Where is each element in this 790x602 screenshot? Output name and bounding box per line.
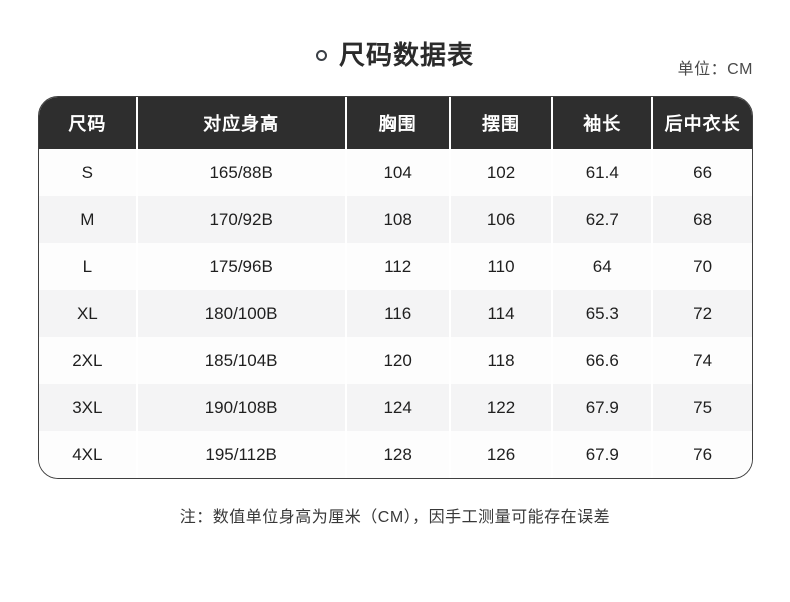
value-cell: 128	[344, 431, 450, 478]
value-cell: 65.3	[551, 290, 653, 337]
value-cell: 74	[651, 337, 752, 384]
header-cell-0: 尺码	[39, 97, 137, 149]
size-cell: L	[39, 243, 137, 290]
size-cell: S	[39, 149, 137, 196]
title-bar: 尺码数据表 单位：CM	[0, 0, 790, 96]
size-table: 尺码 对应身高 胸围 摆围 袖长 后中衣长 S 165/88B 104 102 61.4 66 M 17…	[39, 97, 752, 478]
footnote: 注：数值单位身高为厘米（CM），因手工测量可能存在误差	[179, 509, 611, 526]
value-cell: 62.7	[551, 196, 653, 243]
table-row: M 170/92B 108 106 62.7 68	[39, 196, 752, 243]
value-cell: 118	[448, 337, 553, 384]
value-cell: 120	[344, 337, 450, 384]
size-cell: XL	[39, 290, 137, 337]
table-row: 3XL 190/108B 124 122 67.9 75	[39, 384, 752, 431]
value-cell: 64	[551, 243, 653, 290]
value-cell: 104	[344, 149, 450, 196]
table-head: 尺码 对应身高 胸围 摆围 袖长 后中衣长	[39, 97, 752, 149]
value-cell: 68	[651, 196, 752, 243]
header-cell-4: 袖长	[551, 97, 653, 149]
circle-bullet-icon	[315, 49, 327, 61]
value-cell: 75	[651, 384, 752, 431]
size-cell: 3XL	[39, 384, 137, 431]
size-cell: M	[39, 196, 137, 243]
header-cell-1: 对应身高	[135, 97, 346, 149]
value-cell: 126	[448, 431, 553, 478]
value-cell: 67.9	[551, 431, 653, 478]
value-cell: 185/104B	[135, 337, 346, 384]
value-cell: 170/92B	[135, 196, 346, 243]
unit-label: 单位：CM	[677, 61, 753, 78]
value-cell: 195/112B	[135, 431, 346, 478]
table-body: S 165/88B 104 102 61.4 66 M 170/92B 108 106 62.7 68…	[39, 149, 752, 478]
value-cell: 76	[651, 431, 752, 478]
table-row: 4XL 195/112B 128 126 67.9 76	[39, 431, 752, 478]
header-cell-3: 摆围	[448, 97, 553, 149]
value-cell: 61.4	[551, 149, 653, 196]
value-cell: 66	[651, 149, 752, 196]
value-cell: 70	[651, 243, 752, 290]
value-cell: 112	[344, 243, 450, 290]
page-title: 尺码数据表	[338, 40, 474, 70]
table-row: XL 180/100B 116 114 65.3 72	[39, 290, 752, 337]
value-cell: 110	[448, 243, 553, 290]
value-cell: 66.6	[551, 337, 653, 384]
size-cell: 4XL	[39, 431, 137, 478]
value-cell: 67.9	[551, 384, 653, 431]
value-cell: 165/88B	[135, 149, 346, 196]
title-group: 尺码数据表	[0, 42, 790, 68]
table-row: 2XL 185/104B 120 118 66.6 74	[39, 337, 752, 384]
size-table-container: 尺码 对应身高 胸围 摆围 袖长 后中衣长 S 165/88B 104 102 61.4 66 M 17…	[38, 96, 753, 479]
table-row: S 165/88B 104 102 61.4 66	[39, 149, 752, 196]
value-cell: 114	[448, 290, 553, 337]
value-cell: 122	[448, 384, 553, 431]
value-cell: 106	[448, 196, 553, 243]
header-cell-5: 后中衣长	[651, 97, 752, 149]
value-cell: 180/100B	[135, 290, 346, 337]
value-cell: 175/96B	[135, 243, 346, 290]
value-cell: 102	[448, 149, 553, 196]
table-header-row: 尺码 对应身高 胸围 摆围 袖长 后中衣长	[39, 97, 752, 149]
value-cell: 124	[344, 384, 450, 431]
value-cell: 108	[344, 196, 450, 243]
table-row: L 175/96B 112 110 64 70	[39, 243, 752, 290]
value-cell: 190/108B	[135, 384, 346, 431]
header-cell-2: 胸围	[344, 97, 450, 149]
value-cell: 116	[344, 290, 450, 337]
size-cell: 2XL	[39, 337, 137, 384]
value-cell: 72	[651, 290, 752, 337]
